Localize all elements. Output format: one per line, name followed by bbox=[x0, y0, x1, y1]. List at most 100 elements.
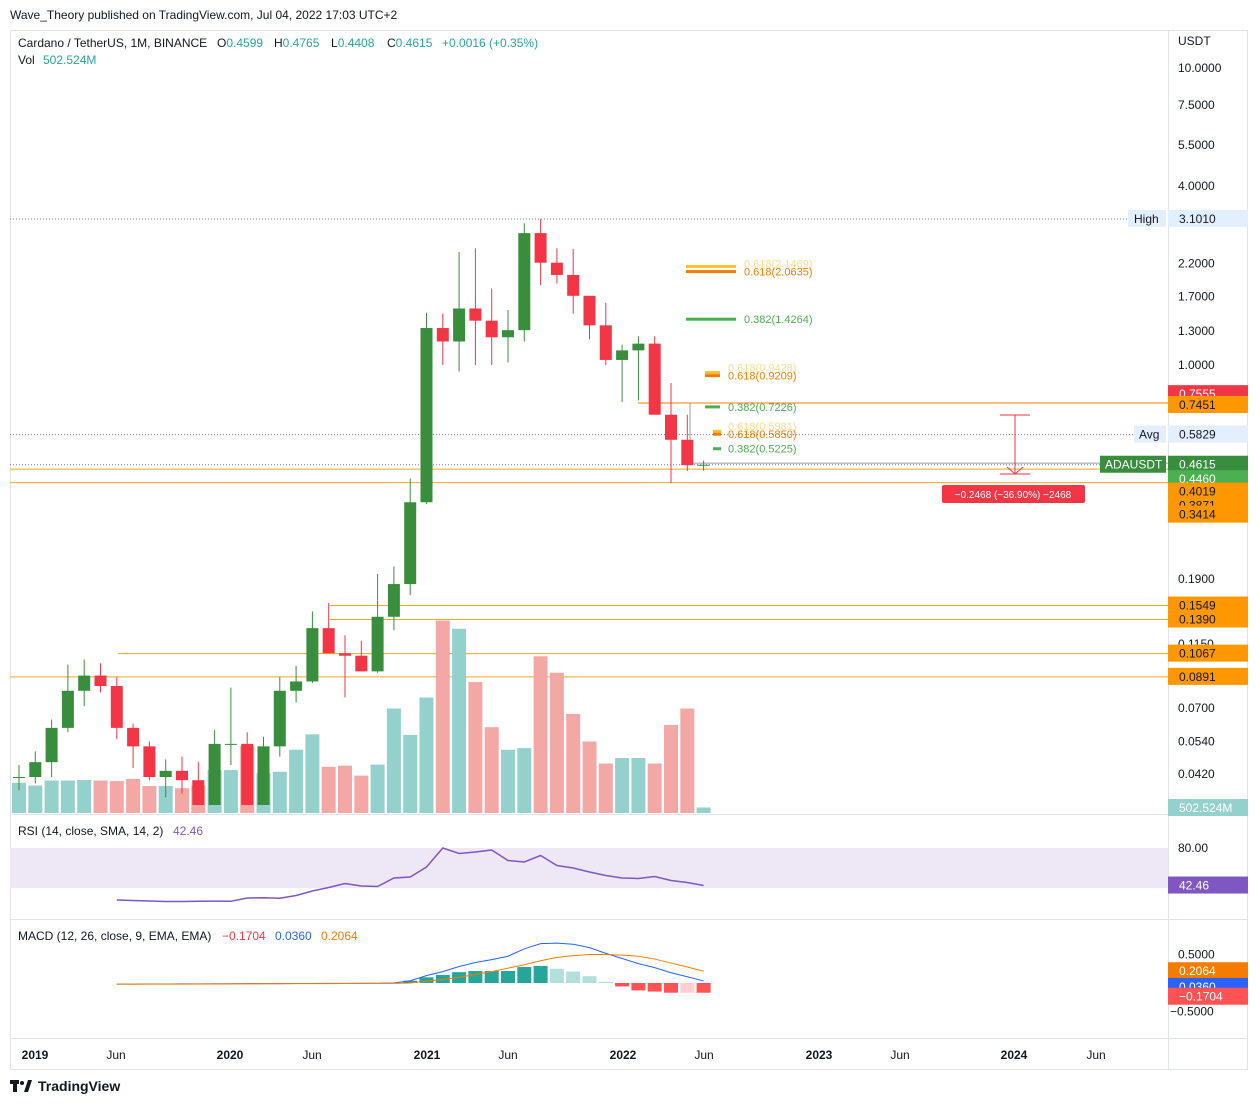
chart-svg[interactable]: 0.618(2.1469)0.618(2.0635) 0.382(1.4264) 0… bbox=[10, 30, 1248, 1070]
level-tag-5-bg bbox=[1168, 596, 1248, 614]
fib-line-7 bbox=[713, 432, 721, 436]
volume-bar-2022-07 bbox=[696, 807, 711, 813]
volume-bar-2020-11 bbox=[370, 764, 385, 813]
volume-bar-2021-11 bbox=[566, 714, 581, 813]
fib-label-ghost-0: 0.618(2.1469) bbox=[744, 259, 813, 271]
candle-body bbox=[697, 464, 710, 466]
volume-bar-2020-12 bbox=[386, 708, 401, 813]
volume-bar-2021-07 bbox=[501, 749, 515, 813]
chart-frame[interactable]: 0.618(2.1469) 0.618(2.0635) 0.382(1.4264) 0… bbox=[10, 30, 1248, 1070]
macd-hist-2022-05 bbox=[664, 983, 678, 993]
macd-tick-top: 0.5000 bbox=[1178, 948, 1215, 962]
rsi-legend: RSI (14, close, SMA, 14, 2) 42.46 bbox=[18, 824, 203, 838]
fib-label-4: 0.618(0.5850) bbox=[728, 429, 797, 441]
candle-2019-04 bbox=[61, 664, 74, 733]
level-tag-0-bg bbox=[1168, 395, 1248, 413]
candle-body bbox=[127, 727, 140, 747]
fib-line-1 bbox=[686, 270, 736, 274]
time-tick-0: 2019 bbox=[22, 1048, 49, 1062]
time-axis[interactable]: 2019 Jun 2020 Jun 2021 Jun 2022 Jun 2023 Jun 2024 J… bbox=[22, 1048, 1106, 1062]
avg-value-tag: 0.5829 bbox=[1179, 428, 1216, 442]
price-tick-13: 0.0420 bbox=[1178, 767, 1215, 781]
macd-signal-tag: 0.2064 bbox=[1179, 964, 1216, 978]
macd-signal-tag-bg bbox=[1168, 962, 1248, 980]
volume-bar-2020-08 bbox=[321, 766, 336, 813]
level-tag-0: 0.7451 bbox=[1179, 398, 1216, 412]
avg-label: Avg bbox=[1139, 428, 1159, 442]
time-tick-6: 2022 bbox=[610, 1048, 637, 1062]
candle-body bbox=[176, 770, 188, 781]
price-axis-ticks: 10.0000 7.5000 5.5000 4.0000 2.2000 1.7000 1.3… bbox=[1170, 61, 1222, 1019]
chart-legend: Cardano / TetherUS, 1M, BINANCE O0.4599 … bbox=[18, 36, 538, 67]
volume-bar-2021-01 bbox=[403, 734, 418, 813]
volume-bar-2020-02 bbox=[223, 770, 238, 813]
candle-2020-05 bbox=[273, 677, 286, 757]
volume-bar-2021-05 bbox=[468, 682, 483, 813]
price-tick-11: 0.0700 bbox=[1178, 701, 1215, 715]
level-tag-7: 0.1067 bbox=[1179, 647, 1216, 661]
macd-hist-2021-12 bbox=[582, 976, 597, 983]
candle-2022-06 bbox=[681, 414, 694, 471]
candle-body bbox=[306, 628, 319, 682]
high-label-bg bbox=[1128, 210, 1166, 228]
volume-bar-2019-03 bbox=[44, 780, 59, 813]
candle-2021-07 bbox=[502, 310, 514, 363]
frame-border bbox=[10, 30, 1248, 1070]
symbol-tag-bg bbox=[1100, 455, 1166, 473]
fib-label-2: 0.618(0.9209) bbox=[728, 371, 797, 383]
candle-2021-01 bbox=[404, 478, 417, 596]
volume-bar-2019-10 bbox=[158, 786, 173, 813]
candle-2021-04 bbox=[453, 252, 466, 372]
time-tick-2: 2020 bbox=[217, 1048, 244, 1062]
candle-body bbox=[257, 746, 270, 805]
macd-hist-2021-10 bbox=[549, 968, 564, 983]
candle-body bbox=[518, 233, 531, 331]
volume-bar-2022-04 bbox=[647, 763, 662, 813]
price-tick-9: 0.1900 bbox=[1178, 572, 1215, 586]
candle-body bbox=[208, 743, 221, 805]
volume-bar-2022-02 bbox=[615, 758, 630, 813]
candle-2021-09 bbox=[534, 219, 547, 285]
currency-label: USDT bbox=[1178, 34, 1211, 48]
footer: TradingView bbox=[10, 1078, 120, 1094]
candle-body bbox=[665, 414, 677, 440]
time-tick-8: 2023 bbox=[806, 1048, 833, 1062]
price-tick-1: 7.5000 bbox=[1178, 98, 1215, 112]
avg-value-tag-bg bbox=[1168, 425, 1248, 443]
candle-2022-02 bbox=[616, 344, 629, 403]
rsi-band bbox=[10, 848, 1168, 888]
price-tick-5: 1.7000 bbox=[1178, 290, 1215, 304]
measure-label-bg bbox=[942, 485, 1085, 503]
last-price-tag: 0.4615 bbox=[1179, 458, 1216, 472]
volume-bar-2019-11 bbox=[175, 788, 189, 813]
volume-bar-2019-08 bbox=[126, 778, 141, 813]
candle-2022-01 bbox=[599, 302, 612, 365]
rsi-tag: 42.46 bbox=[1179, 879, 1209, 893]
candle-2020-01 bbox=[208, 730, 221, 805]
candle-body bbox=[241, 743, 254, 805]
candle-body bbox=[567, 274, 580, 296]
candle-2020-12 bbox=[387, 566, 400, 631]
candle-2020-09 bbox=[339, 635, 351, 698]
candle-body bbox=[502, 330, 514, 338]
attribution-text: Wave_Theory published on TradingView.com… bbox=[10, 8, 398, 22]
measure-tool[interactable]: −0.2468 (−36.90%) −2468 bbox=[942, 414, 1085, 503]
macd-hist-2022-04 bbox=[647, 983, 662, 992]
fib-line-3 bbox=[705, 371, 720, 375]
volume-bar-2020-07 bbox=[305, 734, 320, 813]
macd-hist-2021-07 bbox=[501, 971, 515, 983]
volume-bar-2020-10 bbox=[354, 775, 369, 813]
symbol-tag: ADAUSDT bbox=[1105, 458, 1163, 472]
macd-hist-2021-03 bbox=[435, 975, 450, 983]
candle-body bbox=[94, 675, 107, 687]
rsi-tag-bg bbox=[1168, 876, 1248, 894]
candle-body bbox=[453, 308, 466, 342]
time-tick-11: Jun bbox=[1086, 1048, 1105, 1062]
level-tag-8-bg bbox=[1168, 667, 1248, 685]
candle-2020-06 bbox=[290, 665, 303, 703]
candle-2021-10 bbox=[550, 248, 563, 284]
high-value-tag: 3.1010 bbox=[1179, 212, 1216, 226]
candle-body bbox=[616, 350, 629, 360]
macd-hist-2021-09 bbox=[533, 965, 548, 983]
volume-bar-2022-06 bbox=[680, 708, 695, 813]
